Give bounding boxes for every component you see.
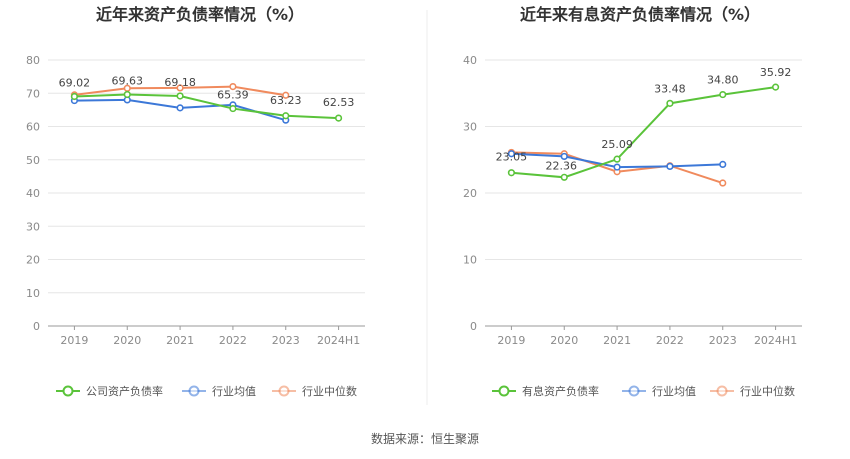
- data-point: [719, 179, 727, 187]
- data-point: [613, 155, 621, 163]
- y-tick-label: 30: [463, 121, 477, 134]
- y-tick-label: 80: [26, 54, 40, 67]
- y-tick-label: 0: [470, 320, 477, 333]
- series-line-0: [511, 86, 776, 179]
- data-point: [560, 152, 568, 161]
- legend-swatch-marker: [62, 385, 74, 397]
- legend-label: 行业均值: [212, 385, 256, 398]
- x-tick-label: 2024H1: [754, 334, 797, 347]
- y-tick-label: 60: [26, 121, 40, 134]
- legend-label: 有息资产负债率: [522, 384, 599, 398]
- data-point: [176, 104, 184, 112]
- data-label: 63.23: [270, 94, 302, 107]
- data-point: [176, 84, 184, 92]
- data-label: 35.92: [760, 66, 792, 79]
- legend-label: 公司资产负债率: [86, 384, 163, 398]
- data-point: [719, 90, 727, 99]
- data-point: [123, 90, 131, 99]
- data-label: 22.36: [546, 159, 578, 172]
- x-tick-label: 2022: [656, 334, 684, 347]
- data-label: 65.39: [217, 89, 249, 102]
- data-label: 69.63: [112, 74, 144, 87]
- x-tick-label: 2022: [219, 334, 247, 347]
- data-point: [507, 150, 516, 158]
- x-tick-label: 2019: [497, 334, 525, 347]
- legend-label: 行业均值: [652, 385, 696, 398]
- y-tick-label: 70: [26, 87, 40, 100]
- data-point: [70, 92, 79, 101]
- chart-title: 近年来资产负债率情况（%）: [96, 5, 304, 24]
- legend-label: 行业中位数: [302, 384, 357, 398]
- legend-item-1[interactable]: 行业均值: [622, 385, 696, 398]
- interest-debt-ratio-chart: 近年来有息资产负债率情况（%） 0 10 20 30 40 2019 2020 2021 2022…: [463, 5, 802, 398]
- legend-swatch-marker: [716, 385, 728, 397]
- y-tick-label: 20: [26, 254, 40, 267]
- data-label: 69.02: [59, 77, 91, 90]
- data-point: [176, 92, 184, 100]
- y-tick-label: 0: [33, 320, 40, 333]
- y-tick-label: 10: [463, 254, 477, 267]
- data-point: [666, 162, 674, 170]
- data-label: 34.80: [707, 74, 739, 87]
- chart-title: 近年来有息资产负债率情况（%）: [520, 5, 760, 24]
- legend-swatch-marker: [188, 385, 200, 397]
- x-tick-label: 2019: [60, 334, 88, 347]
- legend-swatch-marker: [628, 385, 640, 397]
- legend-item-1[interactable]: 行业均值: [182, 385, 256, 398]
- y-tick-label: 10: [26, 287, 40, 300]
- source-note: 数据来源：恒生聚源: [371, 431, 479, 446]
- legend-label: 行业中位数: [740, 384, 795, 398]
- data-label: 25.09: [601, 138, 633, 151]
- data-label: 33.48: [654, 82, 686, 95]
- series-line-0: [74, 93, 339, 120]
- data-label: 69.18: [164, 76, 196, 89]
- x-tick-label: 2021: [603, 334, 631, 347]
- y-tick-label: 40: [26, 187, 40, 200]
- data-point: [507, 169, 516, 177]
- data-point: [666, 99, 674, 107]
- data-point: [560, 173, 568, 181]
- x-tick-label: 2020: [550, 334, 578, 347]
- y-tick-label: 30: [26, 220, 40, 233]
- legend-item-2[interactable]: 行业中位数: [710, 384, 795, 398]
- y-tick-label: 20: [463, 187, 477, 200]
- data-point: [719, 160, 727, 169]
- legend-item-0[interactable]: 公司资产负债率: [56, 384, 163, 398]
- data-label: 62.53: [323, 96, 355, 109]
- x-tick-label: 2024H1: [317, 334, 360, 347]
- y-tick-label: 40: [463, 54, 477, 67]
- legend-item-0[interactable]: 有息资产负债率: [492, 384, 599, 398]
- data-point: [229, 104, 237, 113]
- x-tick-label: 2023: [709, 334, 737, 347]
- x-tick-label: 2023: [272, 334, 300, 347]
- data-point: [613, 163, 621, 171]
- data-point: [282, 112, 290, 120]
- data-point: [771, 83, 780, 91]
- data-point: [229, 82, 237, 91]
- x-tick-label: 2021: [166, 334, 194, 347]
- legend-swatch-marker: [278, 385, 290, 397]
- data-point: [282, 91, 290, 99]
- data-label: 23.05: [496, 151, 528, 164]
- legend-item-2[interactable]: 行业中位数: [272, 384, 357, 398]
- debt-ratio-chart: 近年来资产负债率情况（%） 0 10 20 30 40 50 60 70 80 2019 2020 20…: [26, 5, 365, 398]
- y-tick-label: 50: [26, 154, 40, 167]
- legend-swatch-marker: [498, 385, 510, 397]
- x-tick-label: 2020: [113, 334, 141, 347]
- data-point: [334, 114, 343, 122]
